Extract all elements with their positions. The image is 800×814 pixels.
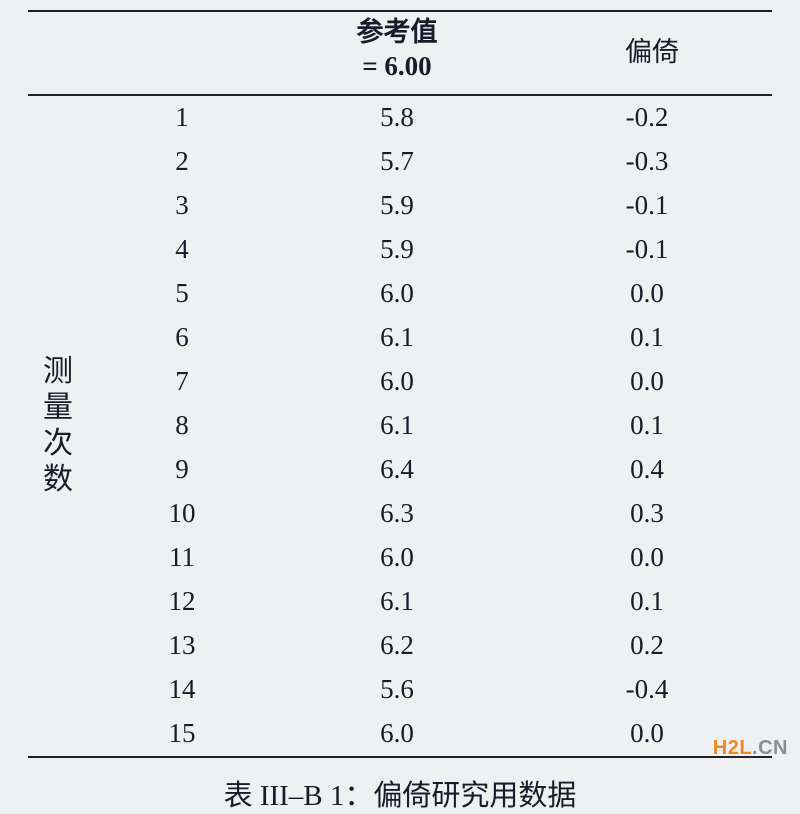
cell-bias: 0.1 <box>522 580 772 624</box>
watermark: H2L.CN <box>713 737 788 760</box>
cell-index: 5 <box>92 272 272 316</box>
cell-bias: -0.1 <box>522 228 772 272</box>
cell-value: 6.1 <box>272 404 522 448</box>
cell-index: 1 <box>92 95 272 140</box>
cell-value: 6.3 <box>272 492 522 536</box>
cell-bias: 0.1 <box>522 316 772 360</box>
cell-index: 3 <box>92 184 272 228</box>
cell-value: 6.0 <box>272 536 522 580</box>
table-row: 145.6-0.4 <box>28 668 772 712</box>
header-blank-rowlabel <box>28 11 92 95</box>
table-row: 66.10.1 <box>28 316 772 360</box>
table-caption: 表 III–B 1：偏倚研究用数据 <box>28 758 772 814</box>
header-reference-line1: 参考值 <box>272 16 522 50</box>
table-row: 45.9-0.1 <box>28 228 772 272</box>
bias-data-table: 参考值 = 6.00 偏倚 测量次数15.8-0.225.7-0.335.9-0… <box>28 10 772 758</box>
cell-value: 5.6 <box>272 668 522 712</box>
header-reference: 参考值 = 6.00 <box>272 11 522 95</box>
cell-index: 15 <box>92 712 272 757</box>
cell-value: 6.2 <box>272 624 522 668</box>
table-body: 测量次数15.8-0.225.7-0.335.9-0.145.9-0.156.0… <box>28 95 772 757</box>
cell-bias: 0.3 <box>522 492 772 536</box>
cell-bias: -0.2 <box>522 95 772 140</box>
cell-value: 5.9 <box>272 228 522 272</box>
header-reference-line2: = 6.00 <box>272 50 522 84</box>
table-row: 76.00.0 <box>28 360 772 404</box>
table-row: 106.30.3 <box>28 492 772 536</box>
cell-index: 8 <box>92 404 272 448</box>
cell-bias: 0.1 <box>522 404 772 448</box>
table-row: 136.20.2 <box>28 624 772 668</box>
table-row: 25.7-0.3 <box>28 140 772 184</box>
cell-bias: 0.2 <box>522 624 772 668</box>
header-bias: 偏倚 <box>522 11 772 95</box>
cell-value: 5.7 <box>272 140 522 184</box>
cell-index: 7 <box>92 360 272 404</box>
cell-value: 6.1 <box>272 316 522 360</box>
cell-index: 14 <box>92 668 272 712</box>
cell-bias: 0.4 <box>522 448 772 492</box>
table-row: 96.40.4 <box>28 448 772 492</box>
cell-bias: -0.3 <box>522 140 772 184</box>
cell-index: 4 <box>92 228 272 272</box>
cell-value: 5.8 <box>272 95 522 140</box>
cell-index: 10 <box>92 492 272 536</box>
table-row: 86.10.1 <box>28 404 772 448</box>
cell-bias: 0.0 <box>522 272 772 316</box>
cell-bias: 0.0 <box>522 536 772 580</box>
cell-index: 9 <box>92 448 272 492</box>
cell-bias: -0.1 <box>522 184 772 228</box>
cell-value: 6.0 <box>272 360 522 404</box>
cell-index: 6 <box>92 316 272 360</box>
watermark-right: .CN <box>752 737 788 759</box>
cell-value: 6.4 <box>272 448 522 492</box>
cell-index: 11 <box>92 536 272 580</box>
cell-value: 5.9 <box>272 184 522 228</box>
cell-bias: 0.0 <box>522 360 772 404</box>
cell-index: 12 <box>92 580 272 624</box>
cell-value: 6.1 <box>272 580 522 624</box>
table-row: 156.00.0 <box>28 712 772 757</box>
table-row: 测量次数15.8-0.2 <box>28 95 772 140</box>
table-row: 56.00.0 <box>28 272 772 316</box>
cell-value: 6.0 <box>272 272 522 316</box>
row-label-cell: 测量次数 <box>28 95 92 757</box>
table-row: 116.00.0 <box>28 536 772 580</box>
row-label: 测量次数 <box>43 354 73 498</box>
header-blank-index <box>92 11 272 95</box>
cell-index: 13 <box>92 624 272 668</box>
cell-value: 6.0 <box>272 712 522 757</box>
cell-index: 2 <box>92 140 272 184</box>
cell-bias: -0.4 <box>522 668 772 712</box>
table-row: 35.9-0.1 <box>28 184 772 228</box>
table-row: 126.10.1 <box>28 580 772 624</box>
watermark-left: H2L <box>713 737 752 759</box>
